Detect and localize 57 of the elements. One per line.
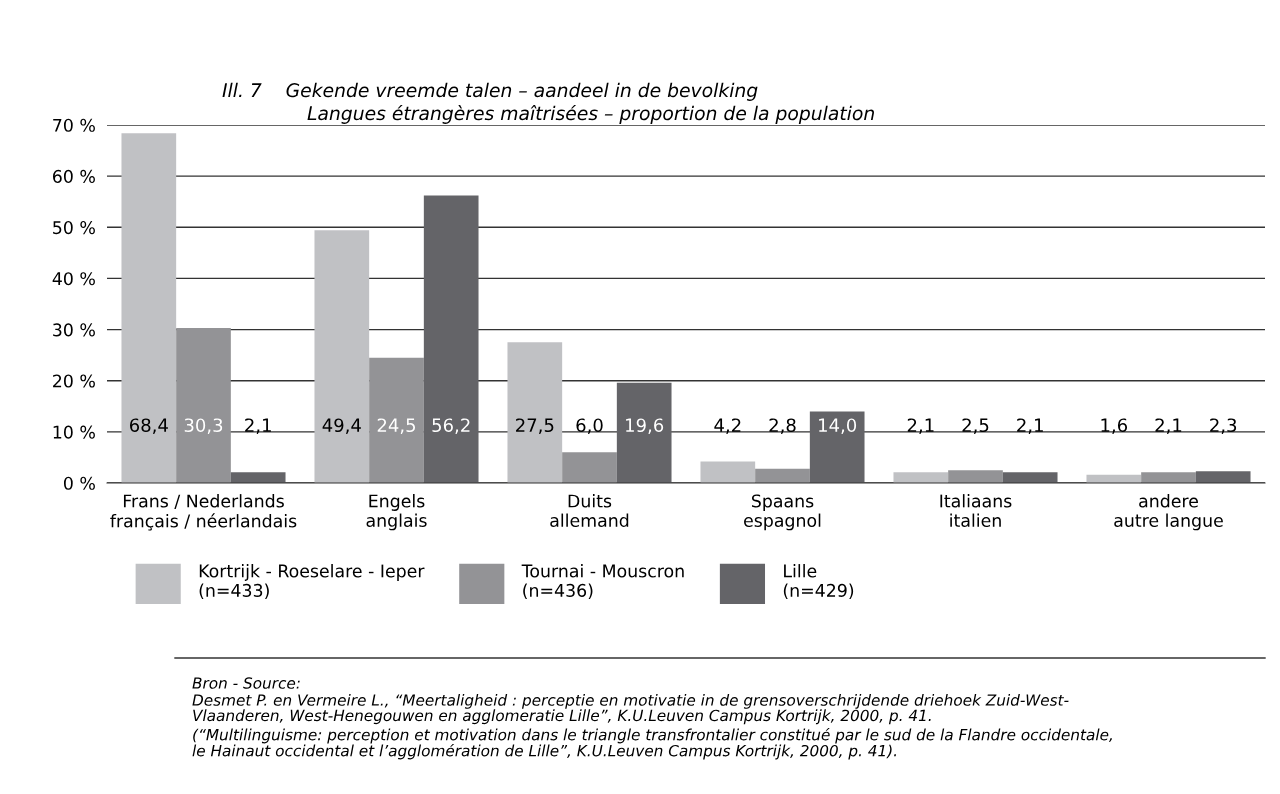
bar: [1141, 472, 1196, 483]
chart-title: Ill. 7 Gekende vreemde talen – aandeel in de bevolking: [222, 82, 758, 101]
y-tick-label: 20 %: [53, 374, 95, 388]
data-label: 30,3: [184, 418, 223, 434]
legend-label: Lille (n=429): [783, 564, 854, 599]
data-label: 2,1: [1017, 418, 1043, 434]
x-tick-label: Frans / Nederlands français / néerlandais: [110, 494, 297, 531]
data-label: 27,5: [516, 418, 554, 434]
data-label: 2,5: [962, 418, 989, 434]
x-tick-label: Engels anglais: [366, 494, 427, 531]
data-label: 2,1: [1155, 418, 1182, 434]
text: (“Multilinguisme: perception et motivation dans le triangle transfrontalier constitué par le sud de la Flandre occidentale, le Hainaut occidental et l’agglomération de Lille”, K.U.Leuven Campus Kortrijk, 2000, p. 41).: [192, 728, 1112, 760]
data-label: 2,1: [907, 418, 934, 434]
y-tick-label: 0 %: [63, 476, 95, 490]
x-tick-label: andere autre langue: [1114, 494, 1223, 531]
bar: [616, 382, 672, 483]
x-tick-label: Duits allemand: [550, 494, 629, 527]
data-label: 19,6: [626, 418, 664, 434]
bar: [755, 468, 810, 483]
data-label: 6,0: [576, 418, 603, 434]
data-label: 14,0: [819, 418, 857, 434]
bar: [948, 470, 1003, 483]
y-tick-label: 70 %: [53, 118, 95, 132]
y-tick-label: 50 %: [53, 221, 95, 235]
bar: [314, 230, 370, 483]
y-tick-label: 60 %: [53, 169, 95, 183]
text: Desmet P. en Vermeire L., “Meertaligheid : perceptie en motivatie in de grensoverschrijdende driehoek Zuid-West- Vlaanderen, West-Henegouwen en agglomeratie Lille”, K.U.Leuven Campus Kortrijk, 2000, p. 41.: [192, 694, 1069, 725]
bar: [369, 357, 424, 483]
data-label: 2,8: [769, 418, 796, 434]
y-tick-label: 40 %: [52, 272, 95, 286]
data-label: 56,2: [432, 418, 470, 434]
legend-label: Kortrijk - Roeselare - Ieper (n=433): [199, 564, 425, 599]
bar: [423, 195, 479, 483]
text: Bron - Source:: [192, 677, 300, 689]
chart-subtitle: Langues étrangères maîtrisées – proportion de la population: [307, 105, 874, 124]
bar: [507, 342, 563, 483]
data-label: 2,1: [245, 418, 271, 434]
data-label: 68,4: [129, 418, 168, 434]
y-tick-label: 10 %: [53, 425, 95, 439]
data-label: 24,5: [377, 418, 416, 434]
x-tick-label: Spaans espagnol: [744, 494, 821, 531]
bar: [893, 472, 949, 483]
bar: [1002, 472, 1058, 483]
y-tick-label: 30 %: [53, 323, 95, 337]
bar: [1195, 471, 1251, 483]
legend-label: Tournai - Mouscron (n=436): [521, 564, 684, 599]
bar: [121, 133, 177, 483]
bar: [700, 461, 756, 483]
x-tick-label: Italiaans italien: [940, 494, 1012, 527]
bar: [562, 452, 617, 483]
bar: [230, 472, 286, 483]
data-label: 4,2: [714, 418, 741, 434]
data-label: 1,6: [1101, 418, 1128, 434]
data-label: 49,4: [322, 418, 361, 434]
bar: [176, 328, 231, 483]
bar: [809, 411, 865, 483]
data-label: 2,3: [1210, 418, 1237, 434]
